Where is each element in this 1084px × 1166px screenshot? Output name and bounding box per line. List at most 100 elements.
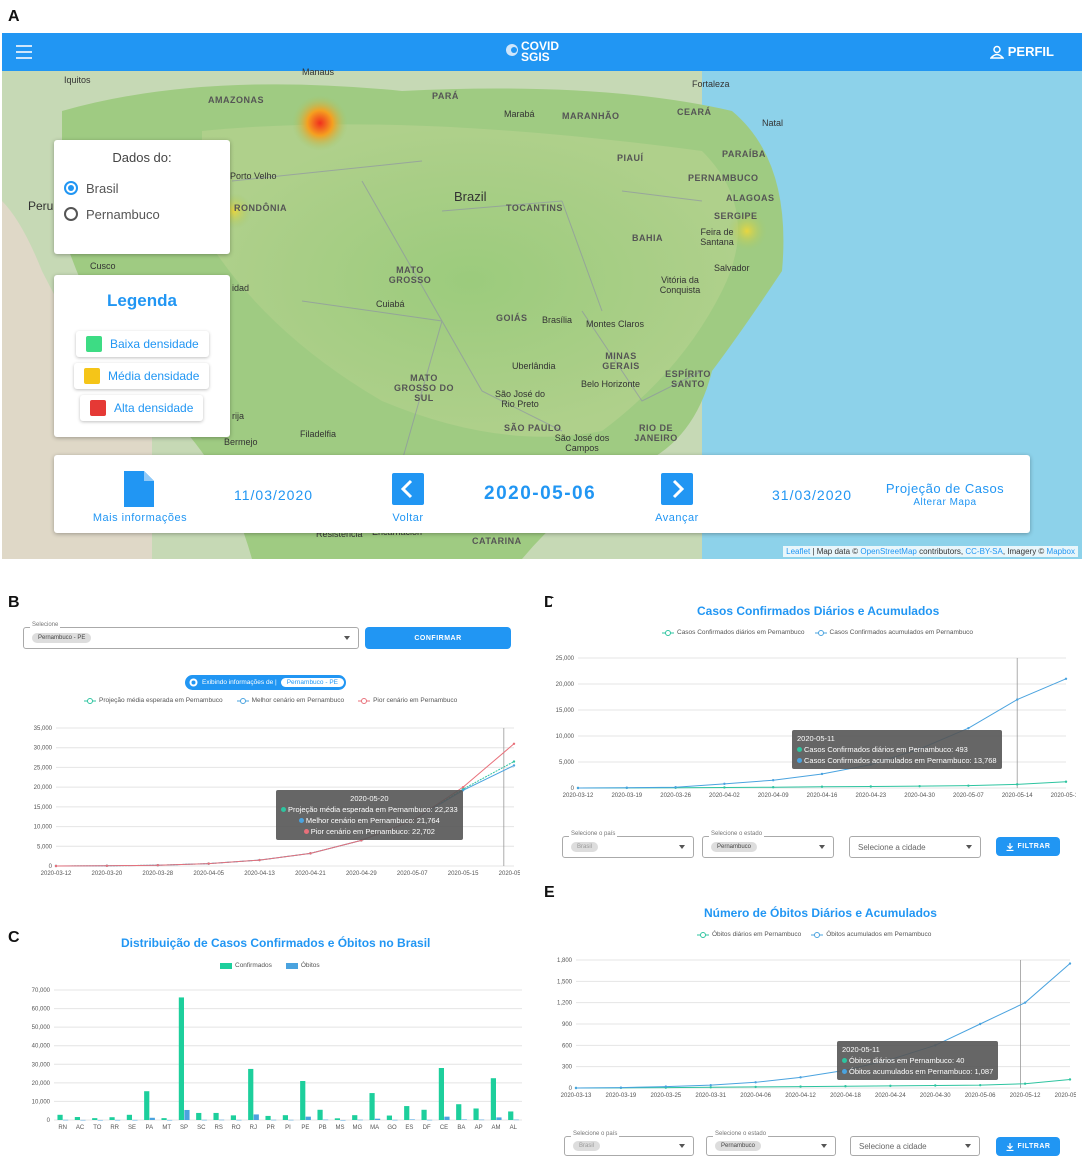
estado-select-d[interactable]: Selecione o estado Pernambuco (702, 831, 834, 858)
radio-checked-icon[interactable] (64, 181, 78, 195)
legend-high: Alta densidade (80, 395, 204, 421)
map-label: AMAZONAS (208, 95, 264, 105)
bar-confirmados (352, 1115, 358, 1120)
radio-unchecked-icon[interactable] (64, 207, 78, 221)
filtrar-button-e[interactable]: FILTRAR (996, 1137, 1060, 1156)
data-point-y_daily (918, 784, 921, 788)
x-tick-label: 2020-04-30 (920, 1093, 951, 1099)
legend-label-best: Melhor cenário em Pernambuco (251, 697, 345, 704)
pais-select-e[interactable]: Selecione o país Brasil (564, 1131, 694, 1156)
pais-select[interactable]: Selecione o país Brasil (562, 831, 694, 858)
legend-item-acc[interactable]: Casos Confirmados acumulados em Pernambu… (814, 629, 973, 636)
avancar-label[interactable]: Avançar (655, 512, 699, 524)
x-tick-label: 2020-04-18 (830, 1093, 861, 1099)
legend-item-best[interactable]: Melhor cenário em Pernambuco (236, 697, 345, 704)
map-label: Feira de Santana (700, 227, 734, 247)
y-tick-label: 900 (562, 1022, 573, 1028)
projection-panel: Selecione Pernambuco - PE CONFIRMAR Exib… (20, 618, 520, 880)
chart-c-title: Distribuição de Casos Confirmados e Óbit… (121, 936, 431, 950)
map-panel: COVID SGIS PERFIL Iquitos AMAZONAS M (2, 33, 1082, 559)
y-tick-label: 300 (562, 1065, 573, 1071)
bar-obitos (409, 1119, 415, 1120)
bar-obitos (305, 1116, 311, 1120)
legend-item-confirmados[interactable]: Confirmados (220, 962, 272, 969)
chart-d[interactable]: 0 5,000 10,000 15,000 20,000 25,000 2020-03-12… (552, 642, 1076, 808)
radio-brasil[interactable]: Brasil (64, 175, 230, 201)
estado-select-e[interactable]: Selecione o estado Pernambuco (706, 1131, 836, 1156)
cidade-select[interactable]: Selecione a cidade (849, 836, 981, 858)
legend-low-label: Baixa densidade (110, 337, 199, 351)
data-point-y_acc (709, 1083, 712, 1087)
legend-item-obitos[interactable]: Óbitos (285, 962, 320, 969)
data-point-y_acc (967, 727, 970, 730)
y-tick-label: 0 (47, 1118, 51, 1124)
perfil-button[interactable]: PERFIL (989, 44, 1054, 59)
dados-title: Dados do: (112, 150, 172, 165)
x-tick-label: AP (475, 1125, 483, 1131)
map-label: Montes Claros (586, 319, 645, 329)
voltar-button[interactable] (392, 473, 424, 505)
chart-c[interactable]: 0 10,000 20,000 30,000 40,000 50,000 60,000 70,… (22, 974, 528, 1134)
legend-item-daily[interactable]: Casos Confirmados diários em Pernambuco (662, 629, 805, 636)
map-label: Fortaleza (692, 79, 730, 89)
map-label: Natal (762, 118, 784, 128)
legend-marker-worst (358, 697, 371, 704)
avancar-button[interactable] (661, 473, 693, 505)
document-icon[interactable] (124, 471, 154, 507)
y-tick-label: 20,000 (556, 682, 575, 688)
x-tick-label: PR (266, 1125, 275, 1131)
data-point-y_acc (799, 1076, 802, 1079)
projecao-link[interactable]: Projeção de Casos (885, 481, 1005, 496)
filtrar-button[interactable]: FILTRAR (996, 837, 1060, 856)
y-tick-label: 20,000 (34, 785, 53, 791)
legend-item-worst[interactable]: Pior cenário em Pernambuco (358, 697, 457, 704)
chart-b-legend: Projeção média esperada em Pernambuco Me… (84, 697, 457, 704)
x-tick-label: SP (180, 1125, 188, 1131)
mapbox-link[interactable]: Mapbox (1046, 547, 1075, 556)
cc-link[interactable]: CC-BY-SA (965, 547, 1003, 556)
alterar-mapa-link[interactable]: Alterar Mapa (913, 497, 977, 508)
x-tick-label: 2020-05-07 (397, 871, 428, 877)
legend-item-obitos-daily[interactable]: Óbitos diários em Pernambuco (697, 931, 801, 938)
panel-label-c: C (8, 929, 20, 946)
bar-confirmados (317, 1109, 323, 1120)
menu-icon[interactable] (16, 45, 32, 59)
legend-item-mean[interactable]: Projeção média esperada em Pernambuco (84, 697, 223, 704)
chart-e[interactable]: 0 300 600 900 1,200 1,500 1,800 2020-03-13 2020-… (552, 944, 1076, 1100)
x-tick-label: 2020-04-16 (807, 793, 838, 799)
bar-confirmados (421, 1109, 427, 1120)
estado-select[interactable]: Selecione Pernambuco - PE (23, 622, 359, 649)
legend-medium-label: Média densidade (108, 369, 200, 383)
chevron-down-icon (966, 845, 972, 849)
data-point-y_daily (889, 1084, 892, 1088)
low-swatch (86, 336, 102, 352)
legend-marker-mean (84, 697, 96, 704)
mais-info-link[interactable]: Mais informações (92, 512, 188, 524)
bar-confirmados (456, 1104, 462, 1120)
legend-marker-daily (697, 931, 709, 938)
distribution-panel: Distribuição de Casos Confirmados e Óbit… (22, 928, 528, 1134)
leaflet-link[interactable]: Leaflet (786, 547, 811, 556)
bar-confirmados (300, 1081, 306, 1120)
tooltip-b-l1: Projeção média esperada em Pernambuco: 2… (288, 805, 458, 814)
data-point-y_daily (772, 786, 775, 789)
legend-item-obitos-acc[interactable]: Óbitos acumulados em Pernambuco (811, 931, 931, 938)
select-label: Selecione (30, 622, 61, 628)
data-point-y_acc (664, 1085, 668, 1088)
x-tick-label: PA (146, 1125, 154, 1131)
voltar-label[interactable]: Voltar (392, 512, 424, 524)
cidade-select-e[interactable]: Selecione a cidade (850, 1136, 980, 1156)
chevron-down-icon (679, 1144, 685, 1148)
x-tick-label: SE (128, 1125, 136, 1131)
x-tick-label: RJ (250, 1125, 257, 1131)
panel-label-d: D (544, 594, 556, 611)
data-point-y_worst (54, 864, 58, 868)
logo-line2: SGIS (521, 50, 550, 64)
confirm-button[interactable]: CONFIRMAR (365, 627, 511, 649)
radio-pernambuco[interactable]: Pernambuco (64, 201, 230, 227)
tooltip-dot (842, 1069, 847, 1074)
bar-confirmados (265, 1115, 271, 1120)
osm-link[interactable]: OpenStreetMap (860, 547, 917, 556)
y-tick-label: 50,000 (32, 1025, 51, 1031)
data-point-y_daily (1016, 783, 1019, 786)
